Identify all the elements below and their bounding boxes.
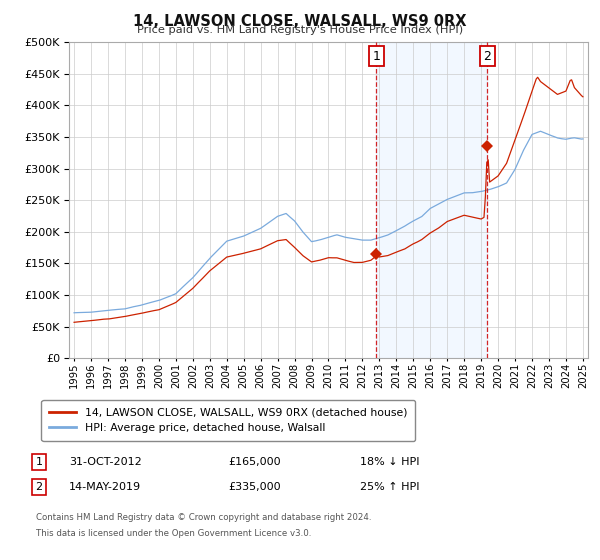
Text: 14-MAY-2019: 14-MAY-2019 [69,482,141,492]
Text: £335,000: £335,000 [228,482,281,492]
Text: Contains HM Land Registry data © Crown copyright and database right 2024.: Contains HM Land Registry data © Crown c… [36,514,371,522]
Text: 2: 2 [35,482,43,492]
Text: 18% ↓ HPI: 18% ↓ HPI [360,457,419,467]
Text: This data is licensed under the Open Government Licence v3.0.: This data is licensed under the Open Gov… [36,529,311,538]
Text: 25% ↑ HPI: 25% ↑ HPI [360,482,419,492]
Bar [376,42,487,358]
Text: 2: 2 [484,50,491,63]
Text: 14, LAWSON CLOSE, WALSALL, WS9 0RX: 14, LAWSON CLOSE, WALSALL, WS9 0RX [133,14,467,29]
Text: 1: 1 [373,50,380,63]
Text: £165,000: £165,000 [228,457,281,467]
Text: 1: 1 [35,457,43,467]
Legend: 14, LAWSON CLOSE, WALSALL, WS9 0RX (detached house), HPI: Average price, detache: 14, LAWSON CLOSE, WALSALL, WS9 0RX (deta… [41,400,415,441]
Text: 31-OCT-2012: 31-OCT-2012 [69,457,142,467]
Text: Price paid vs. HM Land Registry's House Price Index (HPI): Price paid vs. HM Land Registry's House … [137,25,463,35]
